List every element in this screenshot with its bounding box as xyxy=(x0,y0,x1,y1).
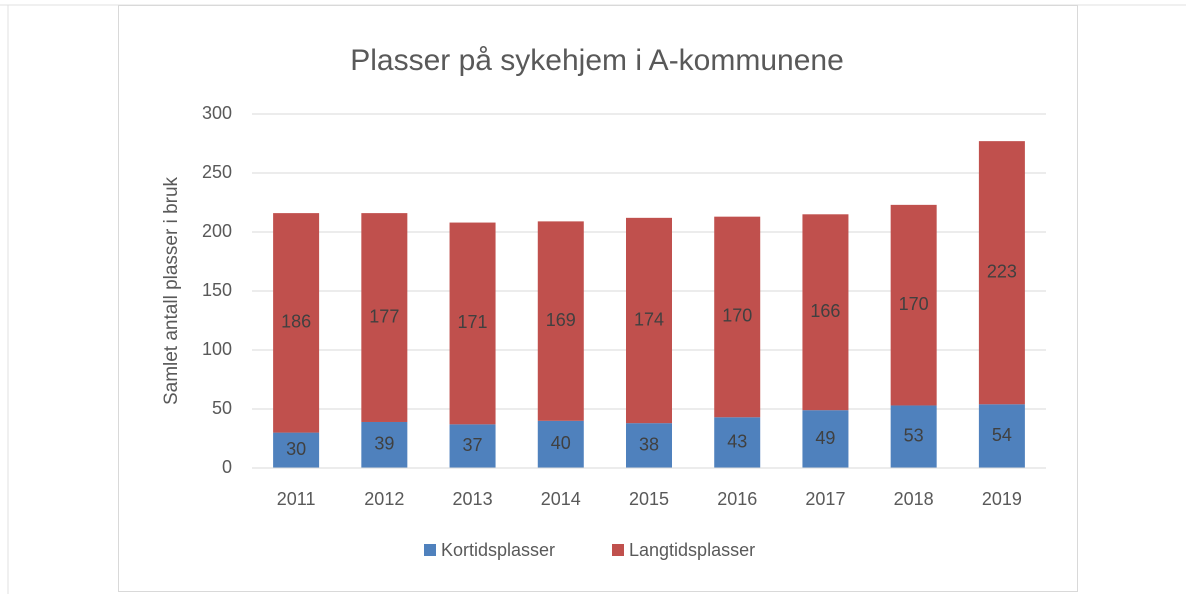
bar-segment xyxy=(361,421,408,468)
data-label: 174 xyxy=(634,309,664,329)
data-label: 37 xyxy=(463,435,483,455)
bar-segment xyxy=(802,410,849,468)
bar-segment xyxy=(802,214,849,411)
x-tick-label: 2018 xyxy=(894,489,934,509)
y-tick-label: 150 xyxy=(202,280,232,300)
x-tick-label: 2013 xyxy=(453,489,493,509)
bar-segment xyxy=(537,221,584,421)
legend-swatch xyxy=(612,544,624,556)
bar-segment xyxy=(273,213,320,433)
data-label: 43 xyxy=(727,431,747,451)
y-tick-label: 250 xyxy=(202,162,232,182)
chart-title: Plasser på sykehjem i A-kommunene xyxy=(350,44,844,77)
bar-segment xyxy=(273,432,320,468)
data-label: 170 xyxy=(722,306,752,326)
data-label: 223 xyxy=(987,261,1017,281)
bar-segment xyxy=(890,204,937,406)
data-label: 170 xyxy=(899,294,929,314)
bar-segment xyxy=(361,213,408,422)
x-tick-label: 2019 xyxy=(982,489,1022,509)
bar-segment xyxy=(626,423,672,468)
data-label: 177 xyxy=(369,306,399,326)
data-label: 38 xyxy=(639,434,659,454)
x-tick-label: 2016 xyxy=(717,489,757,509)
bar-segment xyxy=(449,424,496,468)
bar-segment xyxy=(626,217,672,424)
data-label: 39 xyxy=(374,434,394,454)
x-tick-label: 2014 xyxy=(541,489,581,509)
legend-label: Kortidsplasser xyxy=(441,540,555,560)
data-label: 169 xyxy=(546,310,576,330)
data-label: 186 xyxy=(281,312,311,332)
data-label: 40 xyxy=(551,433,571,453)
bar-segment xyxy=(714,216,761,418)
bar-segment xyxy=(978,404,1025,468)
bar-segment xyxy=(978,141,1025,405)
y-tick-label: 0 xyxy=(222,457,232,477)
legend-label: Langtidsplasser xyxy=(629,540,755,560)
bar-segment xyxy=(890,405,937,468)
data-label: 171 xyxy=(458,312,488,332)
legend-swatch xyxy=(424,544,436,556)
data-label: 49 xyxy=(815,428,835,448)
x-tick-label: 2017 xyxy=(805,489,845,509)
data-label: 53 xyxy=(904,425,924,445)
data-label: 54 xyxy=(992,425,1012,445)
x-tick-label: 2015 xyxy=(629,489,669,509)
y-tick-label: 200 xyxy=(202,221,232,241)
x-tick-label: 2011 xyxy=(277,489,316,509)
bar-segment xyxy=(449,222,496,425)
bar-segment xyxy=(537,420,584,468)
data-label: 30 xyxy=(286,439,306,459)
y-tick-label: 100 xyxy=(202,339,232,359)
x-tick-label: 2012 xyxy=(364,489,404,509)
y-tick-label: 50 xyxy=(212,398,232,418)
data-label: 166 xyxy=(810,301,840,321)
y-axis-label: Samlet antall plasser i bruk xyxy=(161,176,182,405)
bar-segment xyxy=(714,417,761,468)
y-tick-label: 300 xyxy=(202,103,232,123)
